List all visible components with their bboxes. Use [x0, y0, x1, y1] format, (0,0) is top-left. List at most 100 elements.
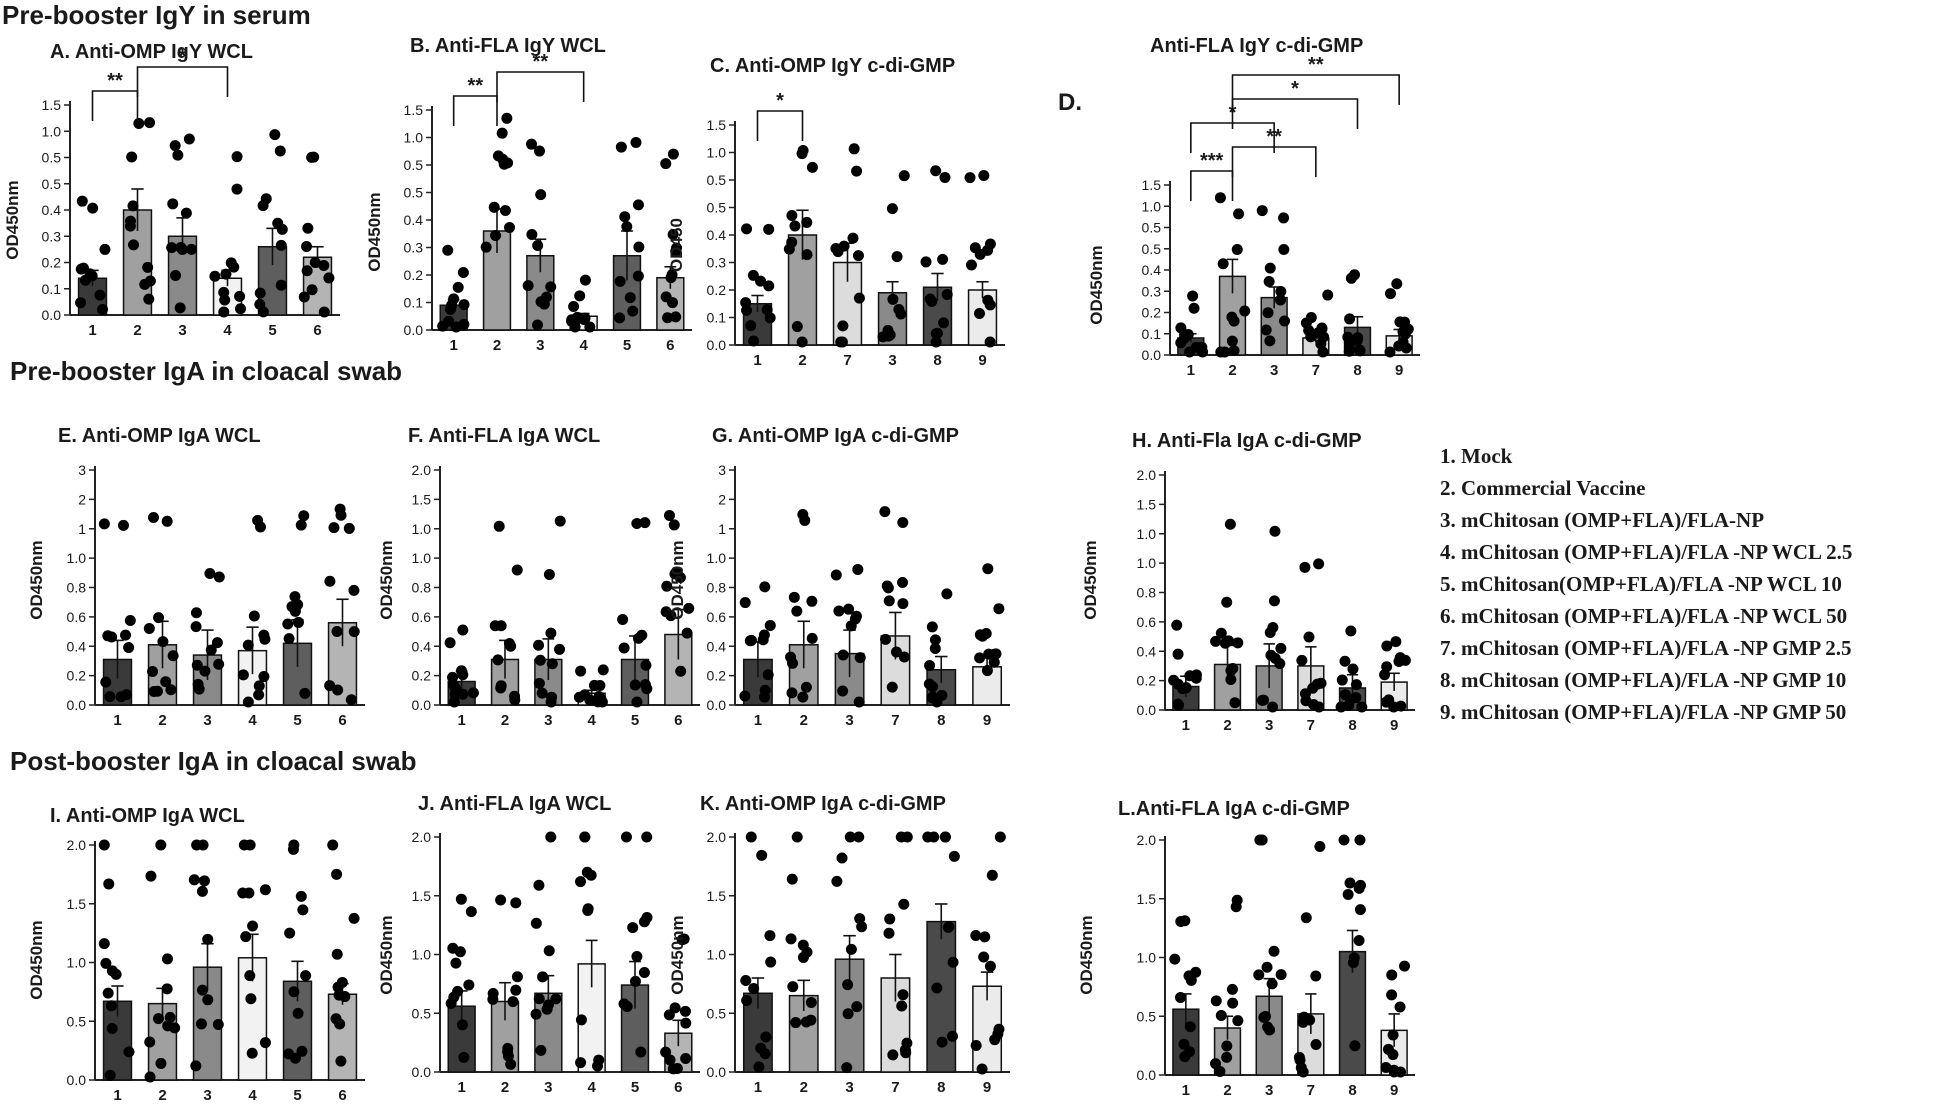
data-point: [1239, 305, 1251, 317]
data-point: [124, 614, 136, 626]
data-point: [1215, 627, 1227, 639]
data-point: [1232, 637, 1244, 649]
data-point: [1232, 1015, 1244, 1027]
x-tick-label: 2: [800, 712, 808, 729]
data-point: [1265, 649, 1277, 661]
data-point: [627, 305, 639, 317]
data-point: [533, 879, 545, 891]
data-point: [298, 510, 310, 522]
data-point: [205, 644, 217, 656]
y-tick-label: 0.4: [67, 638, 87, 654]
data-point: [939, 171, 951, 183]
data-point: [1225, 673, 1237, 685]
data-point: [852, 563, 864, 575]
data-point: [133, 117, 145, 129]
data-point: [1264, 627, 1276, 639]
data-point: [455, 893, 467, 905]
data-point: [167, 650, 179, 662]
data-point: [1345, 625, 1357, 637]
data-point: [318, 259, 330, 271]
data-point: [993, 603, 1005, 615]
y-tick-label: 0.2: [1137, 673, 1157, 689]
data-point: [937, 253, 949, 265]
data-point: [246, 1047, 258, 1059]
data-point: [165, 684, 177, 696]
data-point: [1190, 341, 1202, 353]
data-point: [631, 696, 643, 708]
data-point: [142, 261, 154, 273]
data-point: [166, 242, 178, 254]
data-point: [929, 642, 941, 654]
data-point: [898, 170, 910, 182]
data-point: [536, 687, 548, 699]
data-point: [231, 151, 243, 163]
data-point: [579, 831, 591, 843]
data-point: [837, 685, 849, 697]
data-point: [1178, 1038, 1190, 1050]
data-point: [745, 831, 757, 843]
data-point: [641, 831, 653, 843]
data-point: [1303, 631, 1315, 643]
data-point: [1182, 329, 1194, 341]
significance-bracket: [1231, 74, 1400, 105]
x-tick-label: 1: [113, 712, 121, 729]
data-point: [257, 200, 269, 212]
data-point: [582, 903, 594, 915]
data-point: [155, 839, 167, 851]
data-point: [219, 294, 231, 306]
data-point: [831, 875, 843, 887]
data-point: [174, 302, 186, 314]
y-tick-label: 0.5: [1142, 220, 1162, 236]
x-tick-label: 1: [1182, 717, 1190, 734]
significance-label: *: [1291, 78, 1299, 100]
data-point: [1175, 322, 1187, 334]
data-point: [887, 1049, 899, 1061]
y-tick-label: 0.0: [412, 1064, 432, 1080]
y-tick-label: 2.0: [67, 837, 87, 853]
data-point: [663, 509, 675, 521]
data-point: [897, 576, 909, 588]
data-point: [667, 1063, 679, 1075]
data-point: [964, 172, 976, 184]
data-point: [234, 290, 246, 302]
data-point: [1353, 935, 1365, 947]
data-point: [1314, 841, 1326, 853]
data-point: [458, 318, 470, 330]
data-point: [288, 986, 300, 998]
data-point: [458, 299, 470, 311]
data-point: [1231, 244, 1243, 256]
data-point: [620, 831, 632, 843]
data-point: [853, 831, 865, 843]
data-point: [1275, 969, 1287, 981]
data-point: [1298, 1011, 1310, 1023]
y-tick-label: 0.5: [42, 176, 62, 192]
data-point: [495, 682, 507, 694]
data-point: [835, 336, 847, 348]
data-point: [924, 660, 936, 672]
x-tick-label: 2: [493, 337, 501, 354]
data-point: [1344, 313, 1356, 325]
data-point: [1269, 525, 1281, 537]
y-tick-label: 1.0: [707, 550, 727, 566]
y-tick-label: 2.0: [707, 829, 727, 845]
y-tick-label: 0.4: [42, 202, 62, 218]
data-point: [1349, 1040, 1361, 1052]
data-point: [585, 869, 597, 881]
data-point: [631, 518, 643, 530]
data-point: [667, 229, 679, 241]
data-point: [678, 933, 690, 945]
data-point: [948, 850, 960, 862]
data-point: [1268, 945, 1280, 957]
data-point: [275, 239, 287, 251]
data-point: [153, 612, 165, 624]
data-point: [540, 291, 552, 303]
y-tick-label: 0.4: [1137, 643, 1157, 659]
legend-item: 3. mChitosan (OMP+FLA)/FLA-NP: [1440, 508, 1765, 532]
y-tick-label: 0.1: [1142, 326, 1162, 342]
data-point: [334, 503, 346, 515]
data-point: [295, 519, 307, 531]
data-point: [1313, 701, 1325, 713]
data-point: [258, 629, 270, 641]
data-point: [94, 289, 106, 301]
data-point: [929, 634, 941, 646]
